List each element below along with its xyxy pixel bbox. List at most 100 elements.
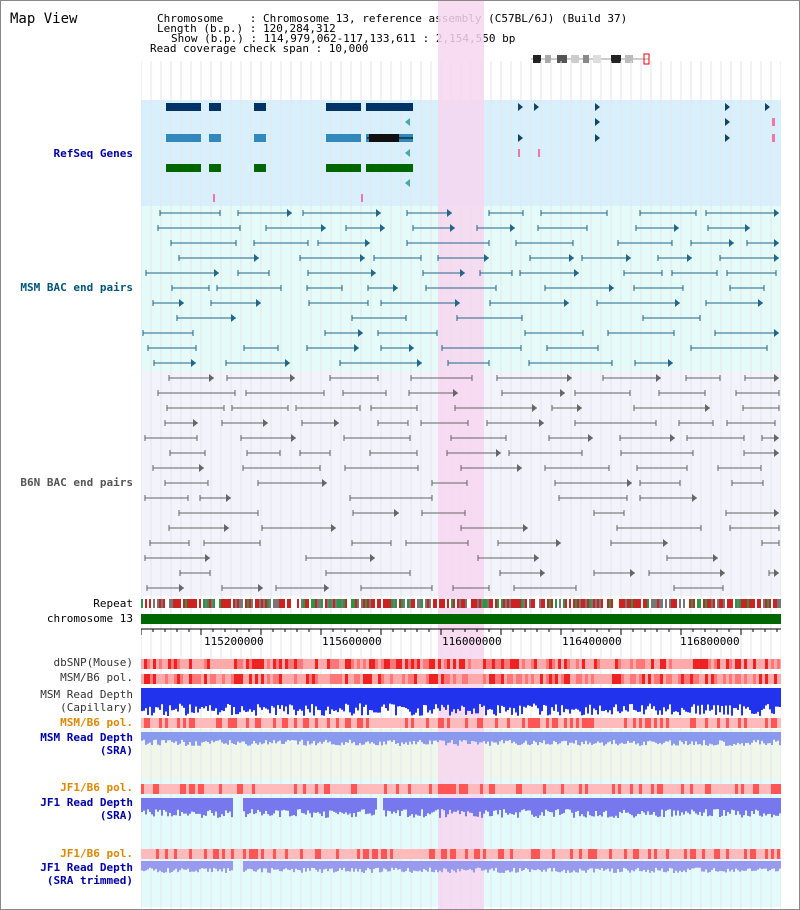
depth-bar	[377, 861, 379, 868]
repeat-segment	[311, 599, 313, 608]
repeat-segment	[533, 599, 535, 608]
depth-bar	[675, 732, 677, 746]
heat-cell	[615, 849, 618, 859]
track-label-msm-depth-cap[interactable]: MSM Read Depth	[40, 688, 133, 701]
track-label-jf1-depth-trim[interactable]: JF1 Read Depth	[40, 861, 133, 874]
depth-bar	[375, 688, 377, 713]
depth-bar	[565, 861, 567, 873]
depth-bar	[185, 861, 187, 870]
heat-cell	[147, 849, 150, 859]
repeat-segment	[315, 599, 317, 608]
depth-bar	[143, 861, 145, 872]
heat-cell	[162, 659, 165, 669]
selected-region-highlight[interactable]	[438, 1, 484, 909]
heat-cell	[171, 849, 174, 859]
heat-cell	[729, 674, 732, 684]
heat-cell	[780, 674, 781, 684]
heat-cell	[405, 674, 408, 684]
track-label-jf1-b6-pol-1[interactable]: JF1/B6 pol.	[60, 781, 133, 794]
depth-bar	[393, 688, 395, 705]
heat-cell	[399, 674, 402, 684]
repeat-segment	[177, 599, 179, 608]
heat-cell	[177, 674, 180, 684]
depth-bar	[709, 798, 711, 816]
depth-bar	[473, 732, 475, 742]
track-label-refseq[interactable]: RefSeq Genes	[53, 147, 133, 160]
depth-bar	[239, 688, 241, 713]
heat-cell	[429, 784, 432, 794]
heat-cell	[618, 718, 621, 728]
depth-bar	[485, 688, 487, 716]
gene-tick	[213, 194, 215, 202]
heat-cell	[582, 849, 585, 859]
depth-bar	[363, 732, 365, 745]
heat-cell	[303, 718, 306, 728]
heat-cell	[507, 718, 510, 728]
track-label-msm-b6-pol-1[interactable]: MSM/B6 pol.	[60, 671, 133, 684]
track-label-chromosome[interactable]: chromosome 13	[46, 612, 133, 625]
track-label-msm-b6-pol-2[interactable]: MSM/B6 pol.	[60, 716, 133, 729]
heat-cell	[354, 849, 357, 859]
depth-bar	[439, 861, 441, 871]
heat-cell	[309, 659, 312, 669]
heat-cell	[696, 659, 699, 669]
depth-bar	[751, 688, 753, 714]
track-label-b6n-bac[interactable]: B6N BAC end pairs	[20, 476, 133, 489]
heat-cell	[492, 784, 495, 794]
depth-bar	[167, 688, 169, 716]
chromosome-ideogram[interactable]	[531, 53, 651, 65]
heat-cell	[687, 718, 690, 728]
gene-arrow	[595, 118, 600, 126]
heat-cell	[669, 659, 672, 669]
heat-cell	[636, 784, 639, 794]
depth-bar	[375, 732, 377, 746]
heat-cell	[702, 718, 705, 728]
track-label-jf1-depth-sra[interactable]: JF1 Read Depth	[40, 796, 133, 809]
heat-cell	[471, 849, 474, 859]
depth-bar	[481, 732, 483, 743]
heat-cell	[738, 849, 741, 859]
depth-bar	[525, 688, 527, 708]
depth-bar	[733, 688, 735, 709]
axis-tick-label: 116000000	[442, 635, 502, 648]
heat-cell	[720, 718, 723, 728]
depth-bar	[211, 861, 213, 873]
heat-cell	[435, 659, 438, 669]
depth-bar	[147, 688, 149, 715]
track-label-jf1-b6-pol-2[interactable]: JF1/B6 pol.	[60, 847, 133, 860]
repeat-segment	[327, 599, 329, 608]
heat-cell	[465, 718, 468, 728]
depth-bar	[241, 688, 243, 707]
depth-bar	[719, 861, 721, 871]
heat-cell	[345, 674, 348, 684]
heat-cell	[441, 674, 444, 684]
track-label-msm-bac[interactable]: MSM BAC end pairs	[20, 281, 133, 294]
heat-cell	[510, 718, 513, 728]
depth-bar	[325, 798, 327, 818]
depth-bar	[473, 861, 475, 873]
track-label-repeat[interactable]: Repeat	[93, 597, 133, 610]
gene-tick	[518, 149, 520, 157]
depth-bar	[191, 798, 193, 812]
heat-cell	[354, 718, 357, 728]
depth-bar	[209, 688, 211, 706]
heat-cell	[210, 849, 213, 859]
depth-bar	[651, 688, 653, 709]
track-label-dbsnp[interactable]: dbSNP(Mouse)	[53, 656, 133, 669]
heat-cell	[657, 784, 660, 794]
heat-cell	[657, 849, 660, 859]
depth-bar	[721, 688, 723, 706]
depth-bar	[269, 861, 271, 873]
track-label-msm-depth-sra[interactable]: MSM Read Depth	[40, 731, 133, 744]
heat-cell	[663, 659, 666, 669]
heat-cell	[693, 849, 696, 859]
heat-cell	[279, 784, 282, 794]
depth-bar	[165, 732, 167, 743]
heat-cell	[468, 674, 471, 684]
heat-cell	[171, 718, 174, 728]
b6n-bac-pair-arrow	[193, 419, 198, 427]
depth-bar	[481, 861, 483, 871]
depth-bar	[321, 732, 323, 744]
depth-bar	[641, 861, 643, 872]
depth-bar	[499, 861, 501, 873]
